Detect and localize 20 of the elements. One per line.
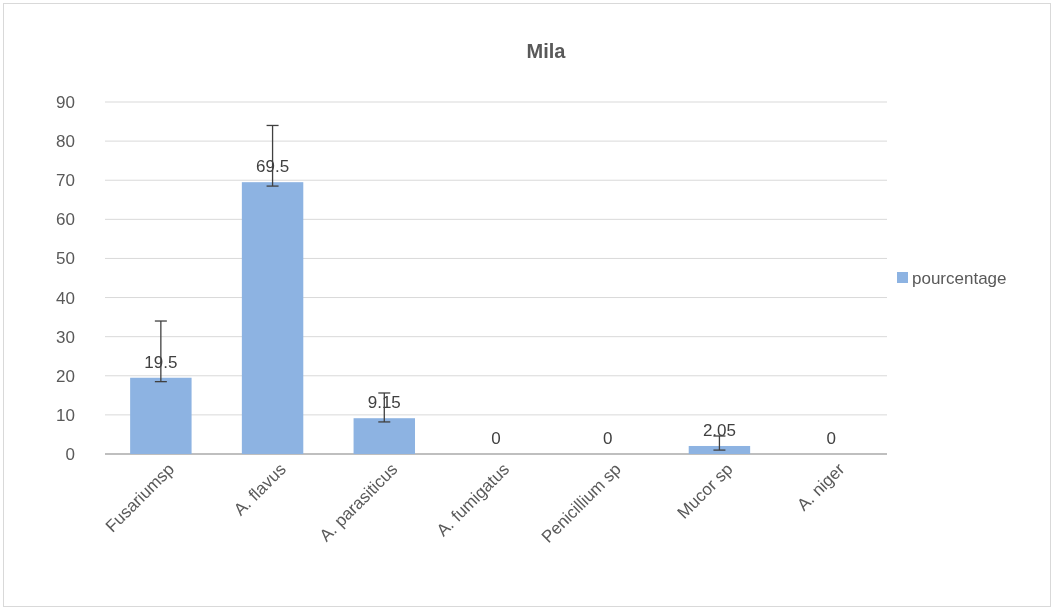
bar: [353, 418, 416, 454]
chart-title: Mila: [526, 40, 567, 62]
y-tick-label: 90: [56, 92, 75, 112]
y-tick-label: 40: [56, 288, 75, 308]
bar: [241, 182, 304, 454]
y-tick-label: 0: [65, 444, 75, 464]
y-tick-label: 20: [56, 366, 75, 386]
data-label: 0: [602, 429, 613, 448]
y-tick-label: 60: [56, 210, 75, 230]
y-tick-label: 80: [56, 132, 75, 152]
legend-label: pourcentage: [912, 268, 1007, 288]
data-label: 0: [826, 429, 836, 448]
data-label: 2.05: [702, 420, 736, 440]
y-tick-label: 30: [56, 327, 75, 347]
data-label: 0: [491, 429, 501, 448]
y-tick-label: 10: [56, 405, 75, 425]
bar: [688, 445, 751, 454]
y-tick-label: 70: [56, 171, 75, 191]
y-tick-label: 50: [56, 249, 75, 269]
bar: [130, 377, 192, 454]
